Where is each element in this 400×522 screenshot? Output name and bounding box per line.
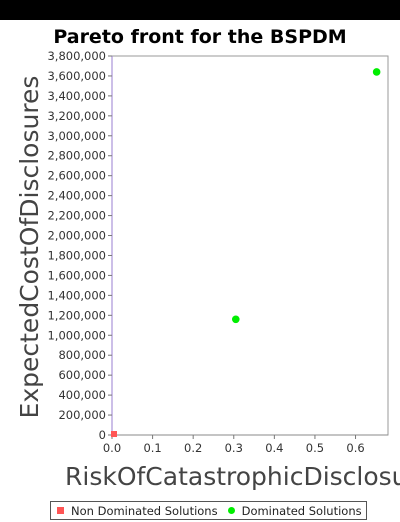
legend: Non Dominated Solutions Dominated Soluti… (50, 501, 367, 520)
legend-item-non-dominated: Non Dominated Solutions (57, 504, 218, 518)
y-tick-label: 1,400,000 (47, 288, 106, 302)
x-tick-label: 0.2 (184, 441, 202, 455)
y-tick-label: 2,200,000 (47, 209, 106, 223)
y-tick-label: 800,000 (58, 348, 106, 362)
square-marker-icon (57, 507, 64, 514)
legend-label-dominated: Dominated Solutions (241, 503, 362, 518)
circle-marker-icon (227, 507, 235, 514)
y-tick-label: 3,200,000 (47, 109, 106, 123)
legend-item-dominated: Dominated Solutions (227, 503, 362, 518)
data-point-dominated (231, 315, 240, 324)
y-tick-label: 1,200,000 (47, 308, 106, 322)
y-tick-label: 3,000,000 (47, 129, 106, 143)
y-tick-label: 600,000 (58, 368, 106, 382)
plot-frame (111, 55, 389, 436)
x-tick-label: 0.1 (143, 441, 161, 455)
y-tick-label: 3,800,000 (47, 49, 106, 63)
y-tick-label: 400,000 (58, 388, 106, 402)
y-tick-label: 1,600,000 (47, 268, 106, 282)
y-tick-label: 1,000,000 (47, 328, 106, 342)
chart-title: Pareto front for the BSPDM (53, 26, 346, 48)
x-axis-label: RiskOfCatastrophicDisclosu (65, 462, 400, 491)
y-tick-label: 2,400,000 (47, 189, 106, 203)
y-tick-label: 2,000,000 (47, 229, 106, 243)
y-tick-label: 0 (99, 428, 106, 442)
y-tick-label: 2,600,000 (47, 169, 106, 183)
x-tick-label: 0.0 (103, 441, 121, 455)
y-tick-label: 3,600,000 (47, 69, 106, 83)
window-top-bar (0, 0, 400, 20)
x-tick-label: 0.3 (225, 441, 243, 455)
y-tick-label: 2,800,000 (47, 149, 106, 163)
x-tick-label: 0.5 (306, 441, 324, 455)
x-tick-label: 0.4 (265, 441, 283, 455)
legend-label-non-dominated: Non Dominated Solutions (71, 503, 218, 518)
y-tick-label: 1,800,000 (47, 248, 106, 262)
plot-area: 0 200,000 400,000 600,000 800,000 1,000,000 1,… (47, 49, 389, 455)
x-tick-label: 0.6 (346, 441, 364, 455)
data-point-dominated (372, 68, 381, 76)
y-tick-label: 3,400,000 (47, 89, 106, 103)
data-point-non-dominated (111, 431, 117, 438)
y-axis-label: ExpectedCostOfDisclosures (15, 76, 44, 419)
y-tick-label: 200,000 (58, 408, 106, 422)
